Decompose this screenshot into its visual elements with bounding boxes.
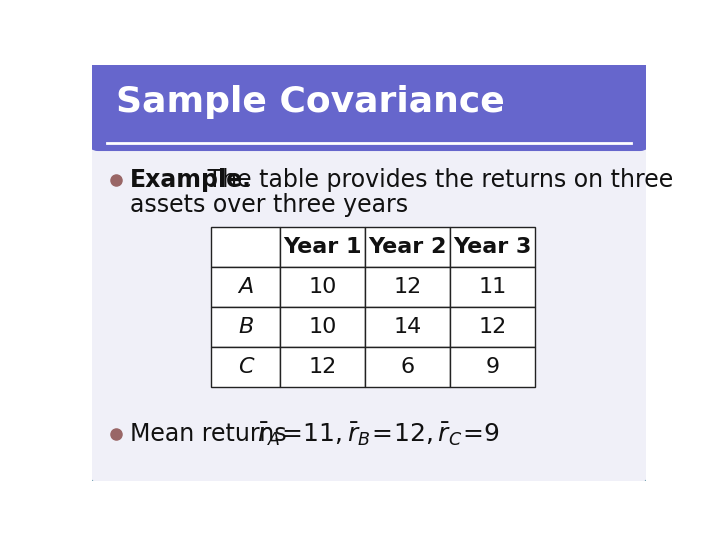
Bar [211,347,281,387]
Bar [211,307,281,347]
FancyBboxPatch shape [89,62,649,484]
Bar [98,119,640,142]
Bar [281,226,365,267]
Text: Year 1: Year 1 [284,237,362,256]
Text: Sample Covariance: Sample Covariance [117,85,505,119]
Bar [365,267,450,307]
Text: 10: 10 [309,276,337,296]
Text: Year 3: Year 3 [453,237,531,256]
Text: 11: 11 [478,276,506,296]
Text: A: A [238,276,253,296]
Text: Mean returns: Mean returns [130,422,287,447]
Text: C: C [238,356,253,376]
Text: 12: 12 [393,276,422,296]
Text: Example.: Example. [130,168,252,192]
Text: 12: 12 [309,356,337,376]
Bar [450,347,534,387]
Text: 10: 10 [309,316,337,336]
Text: 6: 6 [400,356,415,376]
Bar [450,226,534,267]
Bar [365,347,450,387]
Bar [211,267,281,307]
Bar [450,307,534,347]
FancyBboxPatch shape [89,56,649,151]
Text: B: B [238,316,253,336]
Text: Year 2: Year 2 [369,237,446,256]
Bar [365,226,450,267]
Text: The table provides the returns on three: The table provides the returns on three [199,168,673,192]
Bar [281,307,365,347]
Bar [281,267,365,307]
Text: 12: 12 [478,316,506,336]
Bar [450,267,534,307]
Text: 14: 14 [393,316,422,336]
Text: $\bar{r}_A\!=\!11,\bar{r}_B\!=\!12,\bar{r}_C\!=\!9$: $\bar{r}_A\!=\!11,\bar{r}_B\!=\!12,\bar{… [257,421,500,448]
Bar [365,307,450,347]
Text: assets over three years: assets over three years [130,193,408,217]
Bar [281,347,365,387]
Bar [211,226,281,267]
Text: 9: 9 [485,356,499,376]
